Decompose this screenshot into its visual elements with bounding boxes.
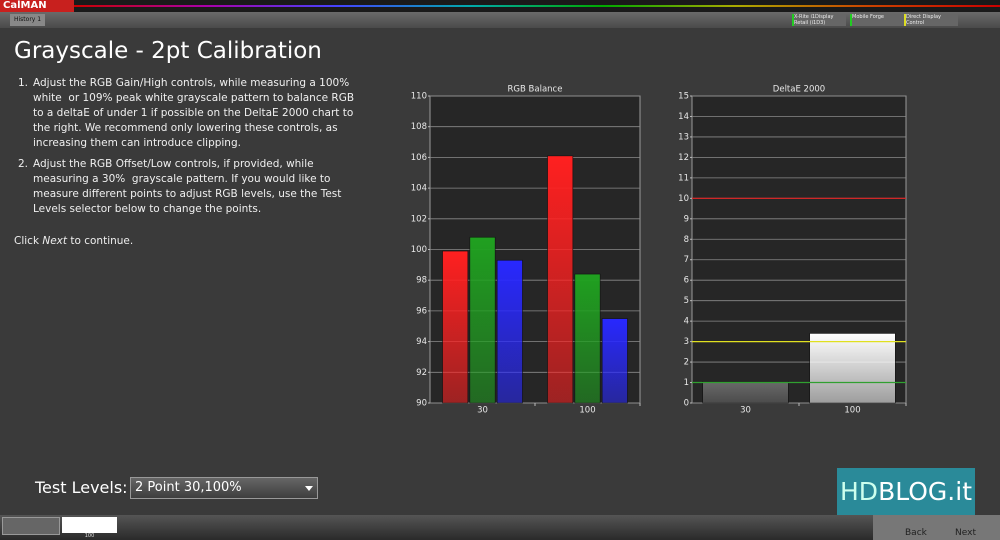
logo[interactable]: CalMAN — [0, 0, 74, 12]
x-tick-label: 30 — [740, 406, 751, 416]
bar — [496, 259, 523, 404]
y-tick-label: 14 — [678, 112, 689, 122]
y-tick-label: 6 — [684, 276, 689, 286]
instruction-line: Adjust the RGB Offset/Low controls, if p… — [33, 158, 314, 170]
bar — [601, 318, 628, 404]
y-tick-label: 8 — [684, 235, 689, 245]
tab[interactable]: History 1 — [10, 14, 46, 26]
toolbar-device[interactable]: X-Rite i1Display Retail (i1D3) — [792, 14, 846, 26]
toolbar-device[interactable]: Mobile Forge — [850, 14, 904, 26]
text: Click — [14, 235, 43, 247]
bar — [469, 236, 496, 404]
y-tick-label: 2 — [684, 358, 689, 368]
y-tick-label: 9 — [684, 214, 689, 224]
rainbow-strip — [74, 5, 1000, 7]
y-tick-label: 104 — [411, 184, 427, 194]
chart-title: RGB Balance — [508, 85, 563, 95]
y-tick-label: 92 — [416, 368, 427, 378]
y-tick-label: 102 — [411, 214, 427, 224]
nav-panel — [873, 515, 1000, 540]
instruction-line: to a deltaE of under 1 if possible on th… — [33, 107, 354, 119]
bar — [547, 155, 574, 404]
x-tick-label: 30 — [477, 406, 488, 416]
y-tick-label: 10 — [678, 194, 689, 204]
y-tick-label: 96 — [416, 306, 427, 316]
watermark: HDBLOG.it — [837, 468, 975, 515]
y-tick-label: 94 — [416, 337, 427, 347]
bar — [574, 273, 601, 404]
chart-title: DeltaE 2000 — [773, 85, 825, 95]
bottom-bar — [0, 515, 1000, 540]
y-tick-label: 3 — [684, 337, 689, 347]
toolbar-device[interactable]: Direct Display Control — [904, 14, 958, 26]
y-tick-label: 11 — [678, 173, 689, 183]
instruction-line: the right. We recommend only lowering th… — [33, 122, 338, 134]
y-tick-label: 100 — [411, 245, 427, 255]
instruction-line: increasing them can introduce clipping. — [33, 137, 241, 149]
instruction-line: measure different points to adjust RGB l… — [33, 188, 342, 200]
instruction-number: 1. — [18, 77, 29, 89]
text: BLOG.it — [878, 477, 972, 506]
instruction-number: 2. — [18, 158, 29, 170]
y-tick-label: 12 — [678, 153, 689, 163]
next-button[interactable]: Next — [955, 528, 976, 538]
test-levels-label: Test Levels: — [35, 478, 128, 497]
y-tick-label: 98 — [416, 276, 427, 286]
instruction-line: white or 109% peak white grayscale patte… — [33, 92, 355, 104]
instruction-line: Levels selector below to change the poin… — [33, 203, 262, 215]
test-levels-dropdown[interactable]: 2 Point 30,100% — [130, 477, 318, 499]
text: Next — [42, 235, 68, 247]
y-tick-label: 0 — [684, 399, 689, 409]
text: HD — [840, 477, 879, 506]
thumbnail[interactable] — [2, 517, 60, 535]
x-tick-label: 100 — [579, 406, 595, 416]
instruction-line: measuring a 30% grayscale pattern. If yo… — [33, 173, 331, 185]
x-tick-label: 100 — [844, 406, 860, 416]
y-tick-label: 106 — [411, 153, 427, 163]
dropdown-arrow — [305, 486, 313, 491]
thumbnail-label: 100 — [84, 533, 95, 539]
y-tick-label: 15 — [678, 92, 689, 102]
instruction-line: Adjust the RGB Gain/High controls, while… — [33, 77, 350, 89]
bar — [809, 333, 896, 404]
text: to continue. — [67, 235, 134, 247]
bar — [442, 250, 469, 404]
y-tick-label: 13 — [678, 132, 689, 142]
tab-bar — [0, 12, 1000, 28]
page-title: Grayscale - 2pt Calibration — [14, 38, 322, 64]
y-tick-label: 110 — [411, 92, 427, 102]
thumbnail[interactable] — [62, 517, 117, 533]
y-tick-label: 1 — [684, 378, 689, 388]
bar — [702, 381, 789, 404]
y-tick-label: 90 — [416, 399, 427, 409]
y-tick-label: 4 — [684, 317, 689, 327]
y-tick-label: 5 — [684, 296, 689, 306]
y-tick-label: 7 — [684, 255, 689, 265]
y-tick-label: 108 — [411, 122, 427, 132]
back-button[interactable]: Back — [905, 528, 927, 538]
continue-note: Click Next to continue. — [14, 235, 133, 247]
